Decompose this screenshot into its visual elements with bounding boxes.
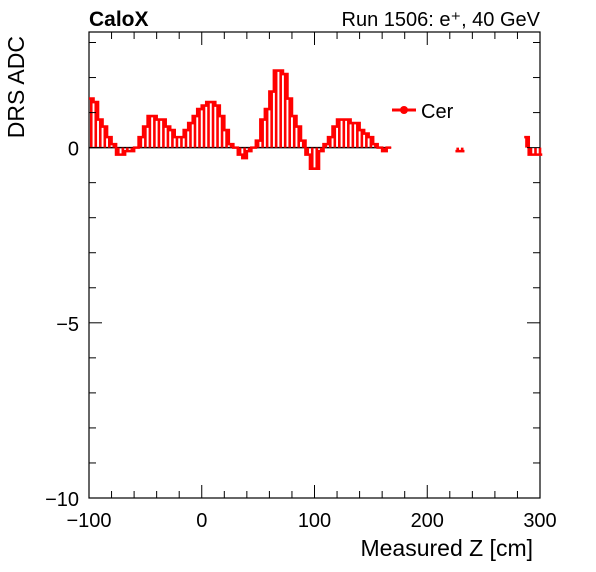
title-right: Run 1506: e⁺, 40 GeV [342,9,541,31]
x-tick-label: 100 [298,510,331,532]
y-tick-label: −10 [45,489,79,511]
legend-marker-cer [400,106,408,114]
legend: Cer [392,101,454,123]
x-tick-label: 200 [411,510,444,532]
x-axis-title: Measured Z [cm] [360,535,533,561]
series-cer [89,69,543,170]
series-step-line [524,135,543,156]
y-axis-title: DRS ADC [3,36,29,138]
x-tick-label: 300 [523,510,556,532]
y-tick-label: −5 [56,314,79,336]
plot-area-border [88,31,541,499]
y-tick-label: 0 [68,139,79,161]
x-tick-label: 0 [196,510,207,532]
title-left: CaloX [89,8,149,31]
axis-ticks: −100 0 100 200 300 −10 −5 0 [45,32,557,532]
plot-frame [88,31,541,499]
legend-label-cer: Cer [421,101,454,123]
series-step-line [89,69,392,170]
x-tick-label: −100 [66,510,111,532]
